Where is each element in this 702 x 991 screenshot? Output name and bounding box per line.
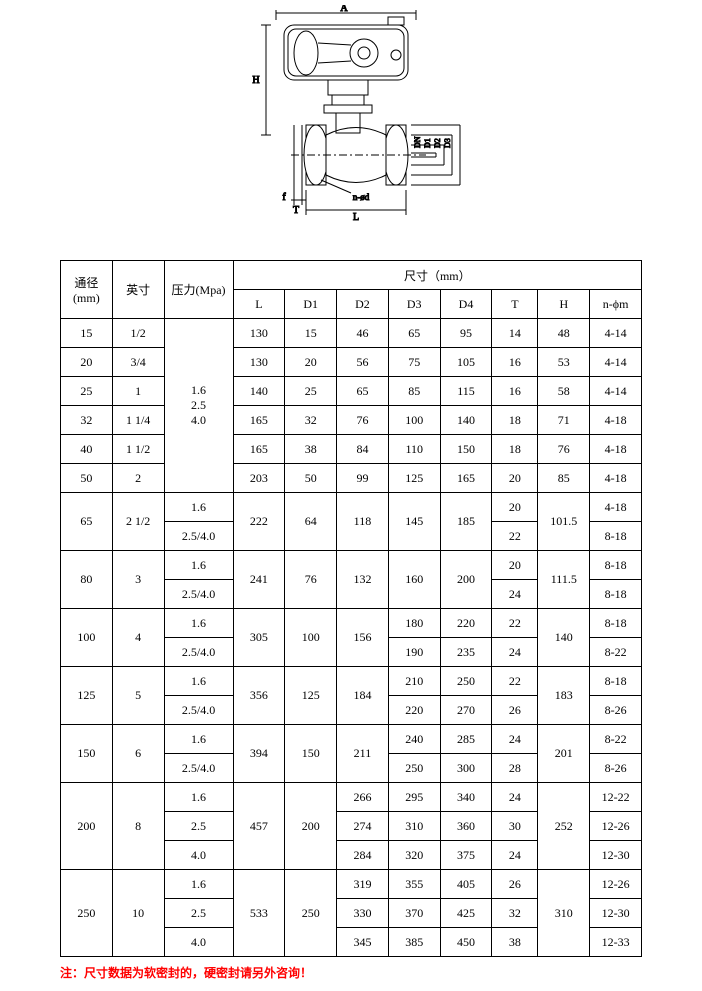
svg-text:n-ød: n-ød bbox=[353, 192, 370, 202]
valve-diagram-svg: A H bbox=[236, 5, 466, 225]
table-row: 401 1/2165388411015018764-18 bbox=[61, 435, 642, 464]
table-header-row: 通径(mm) 英寸 压力(Mpa) 尺寸（mm） bbox=[61, 261, 642, 290]
col-inch: 英寸 bbox=[112, 261, 164, 319]
table-row: 1506 1.6 394150211 24028524 2018-22 bbox=[61, 725, 642, 754]
col-D4: D4 bbox=[440, 290, 492, 319]
table-row: 1255 1.6 356125184 21025022 1838-18 bbox=[61, 667, 642, 696]
svg-text:D1: D1 bbox=[423, 138, 432, 148]
svg-text:D2: D2 bbox=[433, 138, 442, 148]
col-D1: D1 bbox=[285, 290, 337, 319]
table-row: 2008 1.6 457200 26629534024 25212-22 bbox=[61, 783, 642, 812]
svg-text:L: L bbox=[353, 212, 359, 223]
table-row: 652 1/2 1.6 22264118145185 20101.54-18 bbox=[61, 493, 642, 522]
col-H: H bbox=[538, 290, 590, 319]
table-row: 203/413020567510516534-14 bbox=[61, 348, 642, 377]
col-dia-unit: (mm) bbox=[73, 291, 100, 305]
col-D2: D2 bbox=[337, 290, 389, 319]
col-T: T bbox=[492, 290, 538, 319]
col-dims: 尺寸（mm） bbox=[233, 261, 641, 290]
col-L: L bbox=[233, 290, 285, 319]
col-press: 压力(Mpa) bbox=[164, 261, 233, 319]
svg-text:T: T bbox=[293, 205, 299, 216]
svg-text:H: H bbox=[252, 75, 259, 86]
col-dia: 通径 bbox=[74, 276, 98, 290]
svg-text:A: A bbox=[340, 5, 348, 14]
footer-note: 注：尺寸数据为软密封的，硬密封请另外咨询！ bbox=[0, 962, 702, 991]
table-row: 1004 1.6 305100156 18022022 1408-18 bbox=[61, 609, 642, 638]
table-row: 321 1/4165327610014018714-18 bbox=[61, 406, 642, 435]
technical-drawing: A H bbox=[0, 0, 702, 230]
press-cell-group: 1.6 2.5 4.0 bbox=[164, 319, 233, 493]
col-D3: D3 bbox=[388, 290, 440, 319]
dimensions-table: 通径(mm) 英寸 压力(Mpa) 尺寸（mm） L D1 D2 D3 D4 T… bbox=[60, 260, 642, 957]
svg-text:f: f bbox=[282, 192, 286, 203]
svg-text:DN: DN bbox=[413, 136, 422, 148]
table-row: 502203509912516520854-18 bbox=[61, 464, 642, 493]
col-nphi: n-ϕm bbox=[590, 290, 642, 319]
table-row: 151/2 1.6 2.5 4.0 1301546659514484-14 bbox=[61, 319, 642, 348]
dimensions-table-wrap: 通径(mm) 英寸 压力(Mpa) 尺寸（mm） L D1 D2 D3 D4 T… bbox=[0, 230, 702, 962]
table-row: 25010 1.6 533250 31935540526 31012-26 bbox=[61, 870, 642, 899]
table-row: 25114025658511516584-14 bbox=[61, 377, 642, 406]
table-row: 803 1.6 24176132160200 20111.58-18 bbox=[61, 551, 642, 580]
